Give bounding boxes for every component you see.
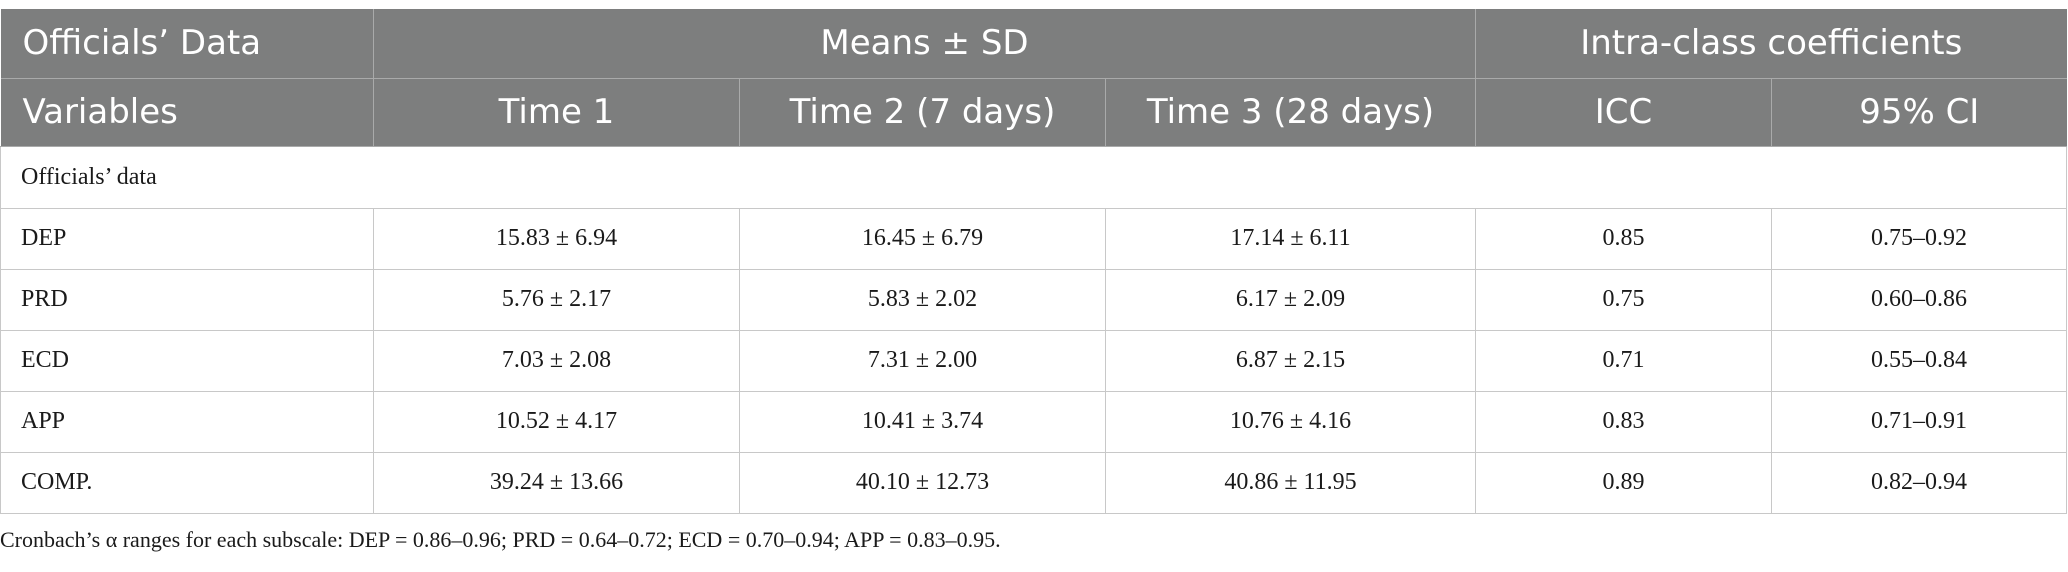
table-row: COMP. 39.24 ± 13.66 40.10 ± 12.73 40.86 … — [0, 451, 2068, 514]
cell-time2: 10.41 ± 3.74 — [739, 390, 1106, 453]
cell-variable: DEP — [0, 207, 374, 270]
section-row: Officials’ data — [0, 145, 2068, 209]
table-row: DEP 15.83 ± 6.94 16.45 ± 6.79 17.14 ± 6.… — [0, 207, 2068, 270]
cell-variable: APP — [0, 390, 374, 453]
cell-time2: 5.83 ± 2.02 — [739, 268, 1106, 331]
cell-ci: 0.55–0.84 — [1771, 329, 2068, 392]
cell-time3: 40.86 ± 11.95 — [1104, 451, 1477, 514]
cell-icc: 0.85 — [1475, 207, 1773, 270]
cell-time2: 40.10 ± 12.73 — [739, 451, 1106, 514]
header-intra-class-coefficients: Intra-class coefficients — [1475, 9, 2067, 79]
cell-time2: 16.45 ± 6.79 — [739, 207, 1106, 270]
cell-time3: 6.17 ± 2.09 — [1104, 268, 1477, 331]
cell-time1: 15.83 ± 6.94 — [373, 207, 740, 270]
cell-ci: 0.71–0.91 — [1771, 390, 2068, 453]
cell-ci: 0.60–0.86 — [1771, 268, 2068, 331]
header-icc: ICC — [1475, 78, 1773, 147]
table-row: PRD 5.76 ± 2.17 5.83 ± 2.02 6.17 ± 2.09 … — [0, 268, 2068, 331]
cell-time3: 10.76 ± 4.16 — [1104, 390, 1477, 453]
header-officials-data: Officials’ Data — [0, 9, 374, 79]
header-time3: Time 3 (28 days) — [1105, 78, 1477, 147]
cell-ci: 0.75–0.92 — [1771, 207, 2068, 270]
header-column-row: Variables Time 1 Time 2 (7 days) Time 3 … — [0, 78, 2067, 147]
section-label: Officials’ data — [0, 145, 2068, 209]
cell-time3: 17.14 ± 6.11 — [1104, 207, 1477, 270]
cell-time1: 5.76 ± 2.17 — [373, 268, 740, 331]
cell-icc: 0.75 — [1475, 268, 1773, 331]
header-variables: Variables — [0, 78, 374, 147]
cell-variable: ECD — [0, 329, 374, 392]
header-means-sd: Means ± SD — [373, 9, 1477, 79]
cell-icc: 0.71 — [1475, 329, 1773, 392]
table-footnote: Cronbach’s α ranges for each subscale: D… — [0, 527, 1001, 552]
header-group-row: Officials’ Data Means ± SD Intra-class c… — [0, 9, 2067, 79]
header-time1: Time 1 — [373, 78, 740, 147]
cell-ci: 0.82–0.94 — [1771, 451, 2068, 514]
cell-time2: 7.31 ± 2.00 — [739, 329, 1106, 392]
cell-time3: 6.87 ± 2.15 — [1104, 329, 1477, 392]
cell-time1: 7.03 ± 2.08 — [373, 329, 740, 392]
table-body: Officials’ data DEP 15.83 ± 6.94 16.45 ±… — [0, 145, 2068, 514]
table-header: Officials’ Data Means ± SD Intra-class c… — [0, 9, 2067, 147]
cell-variable: COMP. — [0, 451, 374, 514]
header-95ci: 95% CI — [1771, 78, 2067, 147]
data-table-container: Officials’ Data Means ± SD Intra-class c… — [0, 9, 2068, 514]
cell-icc: 0.89 — [1475, 451, 1773, 514]
table-row: ECD 7.03 ± 2.08 7.31 ± 2.00 6.87 ± 2.15 … — [0, 329, 2068, 392]
reliability-table: Officials’ Data Means ± SD Intra-class c… — [0, 9, 2068, 514]
cell-time1: 39.24 ± 13.66 — [373, 451, 740, 514]
header-time2: Time 2 (7 days) — [739, 78, 1106, 147]
cell-icc: 0.83 — [1475, 390, 1773, 453]
table-row: APP 10.52 ± 4.17 10.41 ± 3.74 10.76 ± 4.… — [0, 390, 2068, 453]
cell-variable: PRD — [0, 268, 374, 331]
cell-time1: 10.52 ± 4.17 — [373, 390, 740, 453]
